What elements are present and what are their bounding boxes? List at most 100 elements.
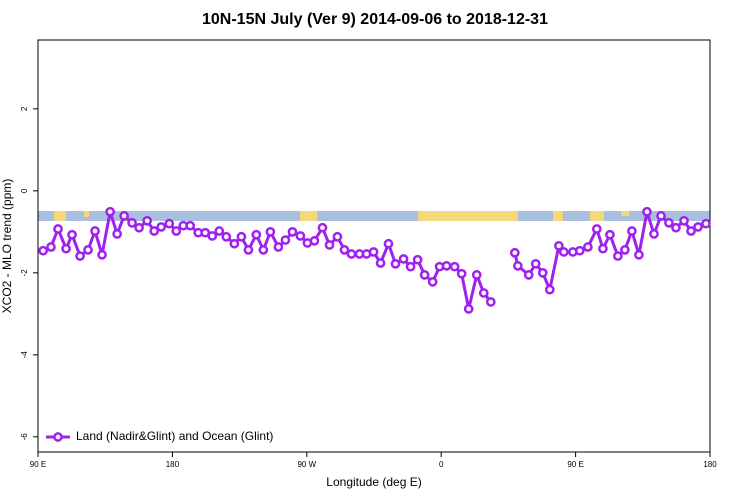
y-tick-label: -4 [20, 351, 29, 359]
plot-frame [37, 39, 711, 453]
data-point [243, 245, 254, 255]
surface-strip [38, 211, 710, 221]
land-patch [553, 211, 563, 221]
y-tick-label: -6 [20, 433, 29, 441]
data-point [620, 245, 630, 255]
data-point [642, 206, 652, 217]
data-point [97, 249, 107, 260]
data-point [383, 238, 394, 249]
data-point [471, 270, 482, 280]
x-tick-label: 0 [439, 460, 444, 469]
data-point [671, 222, 681, 233]
data-point [287, 227, 298, 237]
x-tick-label: 90 E [567, 460, 583, 469]
data-point [686, 226, 696, 236]
data-point [251, 229, 262, 240]
data-point [295, 231, 306, 241]
data-point [419, 270, 430, 280]
land-patch [621, 211, 629, 216]
data-point [309, 236, 320, 246]
data-point [375, 258, 386, 268]
x-tick-label: 180 [166, 460, 180, 469]
data-point [478, 288, 489, 298]
data-point [558, 247, 569, 257]
data-point [75, 251, 85, 261]
data-point [449, 261, 460, 272]
data-point [574, 245, 585, 256]
data-point [142, 215, 153, 226]
data-point [229, 238, 240, 249]
data-point [53, 224, 63, 234]
data-point [405, 261, 416, 272]
data-point [530, 258, 541, 269]
land-patch [54, 211, 66, 221]
y-tick-label: 0 [20, 188, 29, 193]
data-point [83, 245, 93, 255]
data-point [591, 224, 602, 234]
data-point [258, 245, 269, 255]
chart-title: 10N-15N July (Ver 9) 2014-09-06 to 2018-… [202, 11, 548, 28]
data-point [605, 229, 615, 240]
data-point [656, 211, 666, 221]
data-point [149, 226, 160, 236]
data-point [554, 240, 564, 251]
data-point [207, 231, 218, 241]
data-point [236, 231, 247, 242]
data-point [67, 229, 77, 240]
y-tick-label: 2 [20, 106, 29, 111]
data-point [463, 304, 474, 314]
data-point [456, 268, 467, 279]
data-point [664, 217, 674, 228]
data-point [273, 242, 284, 252]
legend-label: Land (Nadir&Glint) and Ocean (Glint) [76, 429, 273, 443]
data-point [512, 261, 523, 271]
data-point [701, 218, 711, 229]
data-point [332, 231, 343, 242]
data-point [679, 215, 689, 226]
y-axis-label: XCO2 - MLO trend (ppm) [0, 179, 14, 314]
land-patch [300, 211, 317, 221]
data-point [523, 270, 534, 280]
data-point [339, 245, 350, 255]
data-point [127, 217, 137, 228]
data-point [265, 227, 276, 237]
data-point [346, 249, 357, 259]
data-point [185, 220, 196, 231]
data-point [164, 218, 175, 229]
land-patch [418, 211, 518, 221]
data-point [627, 226, 637, 236]
data-point [221, 231, 232, 242]
data-point [649, 229, 659, 239]
data-point [412, 254, 423, 265]
ocean-strip [38, 211, 710, 221]
x-axis-label: Longitude (deg E) [326, 475, 421, 489]
x-tick-label: 90 W [297, 460, 316, 469]
land-patch [84, 211, 89, 217]
land-patch [590, 211, 604, 221]
data-point [90, 226, 100, 236]
data-point [634, 249, 644, 260]
data-point [368, 247, 379, 257]
data-point [485, 297, 496, 307]
data-point [105, 206, 115, 217]
y-tick-label: -2 [20, 269, 29, 277]
data-point [582, 242, 593, 252]
data-point [214, 226, 225, 236]
data-point [598, 243, 608, 254]
data-point [441, 261, 452, 271]
data-point [171, 226, 182, 236]
legend-marker [53, 432, 63, 442]
data-point [112, 229, 122, 239]
x-tick-label: 90 E [30, 460, 46, 469]
data-point [544, 284, 555, 295]
data-point [509, 247, 520, 258]
data-point [280, 235, 291, 245]
data-point [390, 258, 401, 269]
data-point [613, 251, 623, 261]
data-point [693, 222, 703, 232]
data-point [398, 254, 409, 264]
data-point [119, 211, 130, 221]
data-point [134, 222, 144, 233]
data-point [324, 240, 335, 250]
